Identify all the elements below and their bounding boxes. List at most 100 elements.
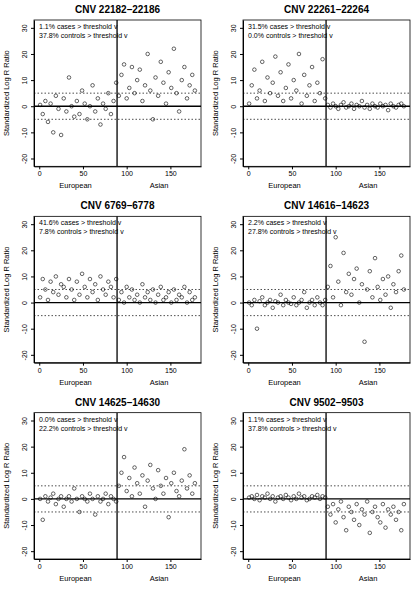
y-tick-mark (240, 250, 243, 251)
point (169, 301, 173, 305)
point (75, 99, 79, 103)
y-tick: 20 (230, 443, 243, 451)
point (190, 73, 194, 77)
point (180, 479, 184, 483)
x-axis-line (35, 166, 202, 167)
x-tick-mark (39, 363, 40, 366)
x-tick: 100 (330, 559, 342, 570)
x-tick: 0 (38, 363, 42, 374)
x-tick-mark (248, 363, 249, 366)
plot: 050100150-20-100102030EuropeanAsian2.2% … (230, 216, 411, 386)
point (268, 298, 272, 302)
point (258, 89, 262, 93)
x-tick: 0 (38, 166, 42, 177)
point (70, 288, 74, 292)
point (302, 73, 306, 77)
plot: 050100150-20-100102030EuropeanAsian1.1% … (21, 20, 202, 190)
point (54, 275, 58, 279)
x-axis-line (244, 166, 411, 167)
point (185, 301, 189, 305)
point (156, 293, 160, 297)
point (352, 277, 356, 281)
point (258, 299, 262, 303)
point (247, 102, 251, 106)
x-tick-mark (292, 166, 293, 169)
title: CNV 14616–14623 (284, 200, 370, 211)
point (91, 497, 95, 501)
point (360, 508, 364, 512)
point (250, 303, 254, 307)
point (305, 94, 309, 98)
x-tick-label: 100 (330, 563, 342, 570)
y-tick: 0 (230, 105, 243, 109)
point (402, 502, 406, 506)
y-tick-mark (31, 80, 34, 81)
point (135, 78, 139, 82)
point (305, 306, 309, 310)
point (287, 63, 291, 67)
y-tick: -20 (21, 154, 34, 164)
x-tick: 50 (80, 363, 88, 374)
point (263, 99, 267, 103)
point (279, 293, 283, 297)
annotation: 2.2% cases > threshold v (248, 219, 327, 226)
y-tick-label: 20 (21, 443, 28, 451)
point (104, 492, 108, 496)
point (135, 481, 139, 485)
y-tick-mark (31, 158, 34, 159)
y-tick-mark (240, 80, 243, 81)
point (86, 117, 90, 121)
group-boundary (116, 216, 117, 362)
y-tick: 10 (230, 469, 243, 477)
point (337, 508, 341, 512)
annotation: 7.8% controls > threshold v (39, 228, 124, 235)
point (326, 505, 330, 509)
annotation: 1.1% cases > threshold v (248, 416, 327, 423)
y-tick-mark (31, 276, 34, 277)
point (360, 99, 364, 103)
point (342, 101, 346, 105)
point (44, 494, 48, 498)
x-tick-mark (127, 166, 128, 169)
point (308, 84, 312, 88)
x-tick-mark (379, 166, 380, 169)
point (381, 502, 385, 506)
point (260, 296, 264, 300)
point (117, 484, 121, 488)
point (352, 518, 356, 522)
marks (243, 413, 410, 559)
x-tick-label: 50 (80, 563, 88, 570)
y-tick: -20 (230, 350, 243, 360)
y-tick-label: 10 (21, 469, 28, 477)
point (376, 285, 380, 289)
point (148, 89, 152, 93)
point (70, 104, 74, 108)
x-axis-line (35, 559, 202, 560)
point (86, 500, 90, 504)
point (88, 492, 92, 496)
y-tick-label: 10 (230, 469, 237, 477)
x-tick-mark (39, 559, 40, 562)
point (117, 94, 121, 98)
point (329, 264, 333, 268)
y-tick-label: 0 (21, 105, 28, 109)
point (323, 496, 327, 500)
point (80, 89, 84, 93)
point (339, 500, 343, 504)
y-axis-title: Standardized Log R Ratio (211, 247, 220, 333)
point (54, 502, 58, 506)
x-tick: 150 (165, 559, 177, 570)
x-tick: 0 (247, 363, 251, 374)
y-tick-label: -10 (230, 128, 237, 138)
panel: CNV 9502–9503050100150-20-100102030Europ… (211, 397, 411, 583)
point (310, 65, 314, 69)
point (75, 280, 79, 284)
point (281, 303, 285, 307)
point (138, 68, 142, 72)
point (373, 505, 377, 509)
point (281, 497, 285, 501)
y-tick: 30 (21, 417, 34, 425)
x-axis: 050100150 (244, 559, 411, 570)
x-tick-mark (292, 363, 293, 366)
y-axis-line (243, 217, 244, 363)
